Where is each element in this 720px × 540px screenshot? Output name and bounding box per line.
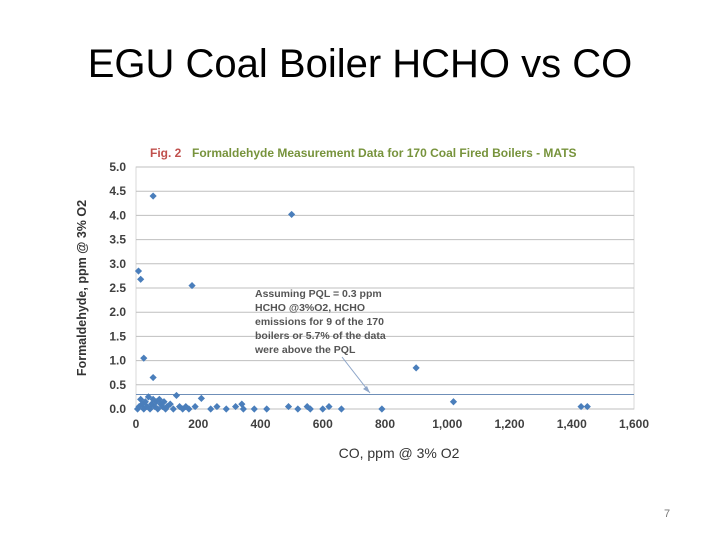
y-axis-label: Formaldehyde, ppm @ 3% O2 [75,200,89,376]
x-tick-label: 800 [375,417,395,431]
data-point [140,354,148,362]
data-point [284,402,293,411]
data-point [166,400,174,408]
data-point [175,402,184,411]
data-point [169,405,177,413]
data-point [160,398,168,406]
chart-title: Formaldehyde Measurement Data for 170 Co… [192,146,577,160]
data-point [147,400,156,408]
annotation-line: HCHO @3%O2, HCHO [255,302,365,314]
x-tick-label: 1,400 [557,417,587,431]
gridlines [136,166,634,410]
y-tick-label: 2.0 [109,305,126,319]
data-point [577,402,585,411]
data-point [191,402,199,411]
data-point [449,398,458,406]
annotation-line: Assuming PQL = 0.3 ppm [255,288,382,300]
data-point [157,400,165,408]
y-tick-label: 0.5 [109,378,126,392]
fig-label: Fig. 2 [150,146,182,160]
data-point [303,402,311,411]
data-point [134,267,143,275]
data-point [182,402,190,411]
annotation-line: emissions for 9 of the 170 [255,316,384,328]
x-tick-labels: 0 200 400 600 800 1,000 1,200 1,400 1,600 [133,417,650,431]
x-tick-label: 200 [188,417,208,431]
y-tick-label: 5.0 [109,160,126,174]
data-point [239,405,247,413]
data-point [172,391,181,400]
data-point [213,402,221,411]
x-tick-label: 400 [250,417,270,431]
data-point [185,405,193,413]
annotation-line: were above the PQL [254,344,356,356]
y-tick-label: 0.0 [109,402,126,416]
data-point [583,402,591,411]
data-point [163,402,171,411]
data-point [263,405,271,413]
x-tick-label: 1,200 [494,417,524,431]
data-point [207,405,215,413]
annotation-line: boilers or 5.7% of the data [255,330,386,342]
data-point [250,405,258,413]
x-tick-label: 600 [313,417,333,431]
y-tick-label: 1.0 [109,354,126,368]
data-point [137,275,145,283]
y-tick-label: 1.5 [109,329,126,343]
annotation: Assuming PQL = 0.3 ppm HCHO @3%O2, HCHO … [254,288,386,394]
data-point [149,192,157,200]
data-point [141,398,149,406]
data-point [294,405,302,413]
data-point [319,405,327,413]
data-point [222,405,230,413]
y-tick-label: 3.0 [109,257,126,271]
data-point [138,400,146,408]
scatter-chart: Fig. 2 Formaldehyde Measurement Data for… [75,146,650,461]
data-point [149,373,157,382]
page-number: 7 [664,508,671,520]
data-point [378,405,386,413]
slide-title: EGU Coal Boiler HCHO vs CO [87,42,633,86]
y-tick-label: 3.5 [109,233,126,247]
y-tick-label: 4.5 [109,184,126,198]
x-tick-label: 1,600 [619,417,649,431]
data-point [337,405,346,413]
data-point [238,400,246,408]
data-point [306,405,314,413]
data-point [144,393,153,401]
y-tick-label: 4.0 [109,208,126,222]
data-point [232,402,240,411]
annotation-arrow [341,356,371,394]
x-axis-label: CO, ppm @ 3% O2 [339,445,460,461]
y-tick-label: 2.5 [109,281,126,295]
annotation-arrowhead [363,386,370,393]
data-point [197,394,205,402]
x-tick-label: 0 [133,417,140,431]
x-tick-label: 1,000 [432,417,462,431]
data-point [325,402,333,411]
data-point [288,210,296,219]
y-tick-labels: 0.0 0.5 1.0 1.5 2.0 2.5 3.0 3.5 4.0 4.5 5.0 [109,160,126,416]
data-point [412,364,420,372]
